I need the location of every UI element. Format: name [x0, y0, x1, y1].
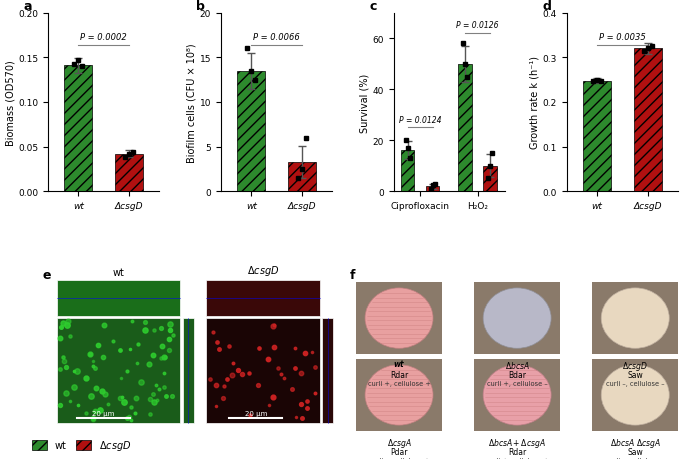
Text: P = 0.0035: P = 0.0035 [599, 33, 646, 42]
Bar [593, 283, 678, 354]
Text: f: f [349, 268, 355, 281]
Text: wt: wt [112, 267, 124, 277]
Ellipse shape [365, 288, 433, 348]
Text: Pdar: Pdar [390, 447, 408, 456]
Text: b: b [197, 0, 205, 12]
Text: c: c [369, 0, 377, 12]
Bar [634, 50, 662, 192]
Text: curli –, cellulose –: curli –, cellulose – [606, 457, 664, 459]
Bar [474, 359, 560, 431]
Text: Saw: Saw [627, 370, 643, 380]
Bar [237, 72, 265, 192]
Bar [64, 66, 92, 192]
Text: $\Delta bcsA$: $\Delta bcsA$ [505, 359, 530, 370]
Text: $\Delta csgA$: $\Delta csgA$ [386, 436, 412, 449]
Text: curli –, cellulose –: curli –, cellulose – [606, 380, 664, 386]
Text: Saw: Saw [627, 447, 643, 456]
Bar [115, 154, 143, 192]
Text: curli +, cellulose +: curli +, cellulose + [486, 457, 549, 459]
Text: P = 0.0126: P = 0.0126 [456, 21, 499, 30]
Text: P = 0.0002: P = 0.0002 [80, 33, 127, 42]
Bar [356, 283, 442, 354]
Text: curli –, cellulose +: curli –, cellulose + [369, 457, 429, 459]
Bar [425, 187, 440, 192]
Polygon shape [57, 318, 179, 423]
Bar [458, 65, 472, 192]
Y-axis label: Growth rate k (h⁻¹): Growth rate k (h⁻¹) [530, 56, 540, 149]
Bar [593, 359, 678, 431]
Legend: wt, $\Delta csgD$: wt, $\Delta csgD$ [32, 438, 131, 452]
Bar [474, 283, 560, 354]
Text: curli +, cellulose +: curli +, cellulose + [368, 380, 430, 386]
Text: $\Delta bcsA$ $\Delta csgA$: $\Delta bcsA$ $\Delta csgA$ [610, 436, 661, 449]
Polygon shape [57, 281, 179, 316]
Polygon shape [183, 318, 195, 423]
Text: e: e [42, 268, 51, 281]
Polygon shape [322, 318, 334, 423]
Text: $\Delta$csgD: $\Delta$csgD [247, 263, 279, 277]
Text: 20 μm: 20 μm [245, 410, 267, 416]
Text: $\Delta csgD$: $\Delta csgD$ [623, 359, 648, 372]
Text: P = 0.0066: P = 0.0066 [253, 33, 300, 42]
Bar [288, 162, 316, 192]
Y-axis label: Survival (%): Survival (%) [360, 73, 370, 132]
Ellipse shape [601, 288, 669, 348]
Ellipse shape [601, 365, 669, 425]
Text: P = 0.0124: P = 0.0124 [399, 115, 441, 124]
Text: $\Delta bcsA + \Delta csgA$: $\Delta bcsA + \Delta csgA$ [488, 436, 546, 449]
Bar [583, 81, 611, 192]
Text: 20 μm: 20 μm [92, 410, 115, 416]
Text: Bdar: Bdar [508, 370, 526, 380]
Text: wt: wt [394, 359, 404, 369]
Text: Rdar: Rdar [390, 370, 408, 380]
Ellipse shape [483, 365, 551, 425]
Text: d: d [542, 0, 551, 12]
Text: curli +, cellulose –: curli +, cellulose – [487, 380, 547, 386]
Polygon shape [206, 318, 320, 423]
Text: Rdar: Rdar [508, 447, 526, 456]
Y-axis label: Biofilm cells (CFU × 10⁸): Biofilm cells (CFU × 10⁸) [187, 43, 197, 162]
Ellipse shape [483, 288, 551, 348]
Polygon shape [206, 281, 320, 316]
Ellipse shape [365, 365, 433, 425]
Bar [401, 151, 414, 192]
Y-axis label: Biomass (OD570): Biomass (OD570) [5, 60, 15, 146]
Bar [484, 166, 497, 192]
Bar [356, 359, 442, 431]
Text: a: a [23, 0, 32, 12]
